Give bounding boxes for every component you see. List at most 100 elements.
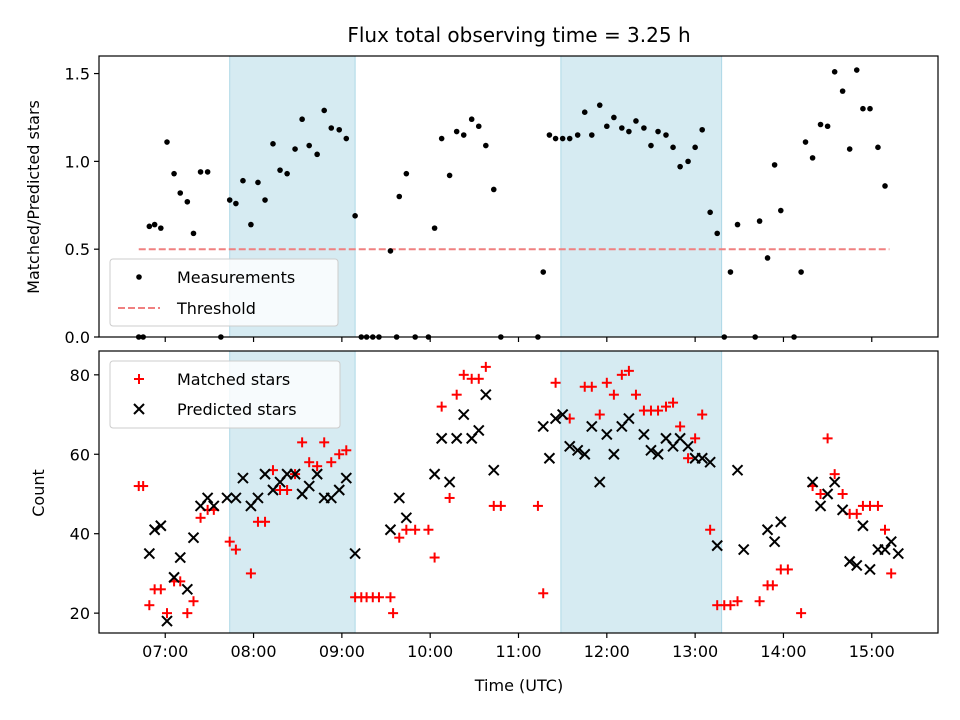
- matched-stars-point: [334, 449, 345, 460]
- x-tick-label: 15:00: [849, 642, 895, 661]
- x-axis-label: Time (UTC): [474, 676, 563, 695]
- measurement-point: [328, 125, 335, 131]
- matched-stars-point: [394, 532, 405, 543]
- matched-stars-point: [697, 409, 708, 420]
- predicted-stars-point-b: [311, 468, 323, 480]
- legend-threshold-label: Threshold: [176, 299, 256, 318]
- measurement-point: [589, 132, 595, 138]
- matched-stars-point: [822, 433, 833, 444]
- measurement-point: [860, 105, 866, 112]
- matched-stars-point: [782, 564, 793, 575]
- predicted-stars-point: [333, 484, 345, 496]
- measurement-point: [685, 158, 691, 165]
- predicted-stars-point: [443, 476, 456, 488]
- predicted-stars-point: [393, 492, 405, 504]
- top-y-axis-label: Matched/Predicted stars: [24, 100, 43, 294]
- measurement-point: [277, 167, 283, 173]
- measurement-point: [619, 125, 625, 131]
- x-tick-label: 09:00: [319, 642, 365, 661]
- matched-stars-point: [880, 524, 891, 535]
- predicted-stars-point: [289, 468, 301, 480]
- measurement-point: [798, 269, 804, 275]
- predicted-stars-point: [821, 488, 834, 500]
- measurement-point: [177, 190, 184, 196]
- predicted-stars-point: [435, 432, 448, 445]
- legend-measurements-marker: [136, 274, 142, 280]
- measurement-point: [248, 221, 254, 228]
- predicted-stars-point: [601, 428, 613, 441]
- predicted-stars-point-b: [428, 468, 441, 480]
- measurement-point: [468, 116, 475, 123]
- measurement-point: [336, 126, 343, 133]
- y-tick-label: 40: [70, 525, 90, 544]
- measurement-point: [460, 132, 467, 138]
- measurement-point: [387, 248, 394, 254]
- predicted-stars-point: [775, 516, 787, 528]
- measurement-point: [655, 128, 661, 135]
- measurement-point: [151, 221, 158, 228]
- predicted-stars-point-b: [252, 492, 264, 504]
- measurement-point: [438, 135, 445, 142]
- measurement-point: [802, 139, 809, 145]
- matched-stars-point: [304, 457, 315, 468]
- predicted-stars-point: [857, 520, 869, 532]
- matched-stars-point: [473, 373, 484, 384]
- predicted-stars-point-b: [660, 432, 672, 445]
- matched-stars-point: [410, 524, 421, 535]
- matched-stars-point: [690, 433, 701, 444]
- predicted-stars-point-b: [473, 424, 485, 437]
- matched-stars-point: [480, 361, 491, 372]
- predicted-stars-point-b: [543, 452, 556, 464]
- predicted-stars-point: [564, 440, 576, 453]
- matched-stars-point: [601, 377, 612, 388]
- x-tick-label: 08:00: [230, 642, 276, 661]
- matched-stars-point: [260, 516, 271, 527]
- y-tick-label: 1.0: [65, 152, 90, 171]
- predicted-stars-point-b: [480, 388, 492, 401]
- predicted-stars-point: [349, 547, 361, 560]
- predicted-stars-point: [851, 559, 863, 572]
- measurement-point: [875, 144, 881, 151]
- matched-stars-point: [495, 500, 506, 511]
- matched-stars-point: [683, 453, 694, 464]
- matched-stars-point: [623, 365, 634, 376]
- predicted-stars-point-b: [828, 476, 841, 488]
- predicted-stars-point: [892, 547, 904, 560]
- y-tick-label: 80: [70, 366, 90, 385]
- predicted-stars-point-b: [237, 472, 249, 484]
- matched-stars-point: [182, 608, 193, 619]
- measurement-point: [255, 179, 261, 186]
- matched-stars-point: [815, 488, 826, 499]
- predicted-stars-point-b: [775, 516, 787, 528]
- legend-box: [109, 360, 341, 429]
- y-tick-label: 0.5: [65, 240, 90, 259]
- measurement-point: [146, 223, 153, 230]
- matched-stars-point: [451, 389, 462, 400]
- legend-matched-marker: [134, 374, 144, 384]
- predicted-stars-point: [174, 551, 186, 564]
- predicted-stars-point-b: [458, 408, 470, 421]
- measurement-point: [453, 128, 460, 135]
- predicted-stars-point-b: [579, 448, 591, 460]
- predicted-stars-point-b: [601, 428, 613, 441]
- predicted-stars-point: [384, 524, 397, 536]
- x-tick-label: 14:00: [760, 642, 806, 661]
- predicted-stars-point: [864, 563, 876, 576]
- matched-stars-point: [550, 377, 561, 388]
- predicted-stars-point: [682, 440, 694, 453]
- predicted-stars-point-b: [161, 615, 173, 627]
- predicted-stars-point-b: [843, 555, 856, 568]
- predicted-stars-point-b: [623, 412, 635, 425]
- measurement-point: [270, 141, 276, 147]
- predicted-stars-point-b: [879, 543, 891, 556]
- predicted-stars-point-b: [259, 468, 271, 480]
- predicted-stars-point-b: [645, 444, 657, 457]
- matched-stars-point: [675, 421, 686, 432]
- matched-stars-point: [388, 608, 399, 619]
- predicted-stars-point: [252, 492, 264, 504]
- predicted-stars-point: [594, 476, 606, 488]
- predicted-stars-point-b: [814, 500, 827, 512]
- predicted-stars-point-b: [168, 571, 180, 584]
- predicted-stars-point-b: [148, 524, 161, 536]
- measurement-point: [540, 269, 547, 275]
